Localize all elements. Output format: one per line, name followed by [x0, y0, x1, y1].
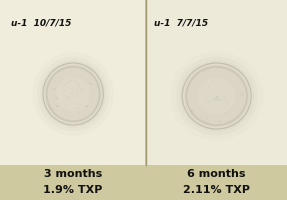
Ellipse shape	[67, 81, 70, 83]
Ellipse shape	[216, 96, 218, 98]
Ellipse shape	[215, 97, 218, 99]
Ellipse shape	[212, 98, 216, 101]
Ellipse shape	[217, 82, 219, 83]
Ellipse shape	[212, 80, 214, 82]
Ellipse shape	[66, 105, 68, 106]
Text: 3 months: 3 months	[44, 169, 102, 179]
Ellipse shape	[76, 107, 78, 109]
Ellipse shape	[57, 77, 90, 111]
Ellipse shape	[208, 86, 209, 87]
Ellipse shape	[75, 95, 77, 97]
Bar	[0, 0, 145, 165]
Ellipse shape	[238, 108, 240, 109]
Ellipse shape	[79, 104, 82, 106]
Ellipse shape	[208, 100, 211, 102]
Text: 6 months: 6 months	[187, 169, 246, 179]
Bar	[0, 165, 287, 200]
Ellipse shape	[217, 97, 218, 98]
Ellipse shape	[78, 113, 79, 114]
Ellipse shape	[78, 86, 80, 87]
Ellipse shape	[78, 83, 80, 85]
Ellipse shape	[211, 97, 212, 98]
Ellipse shape	[175, 56, 258, 136]
Ellipse shape	[53, 88, 55, 90]
Ellipse shape	[224, 97, 226, 98]
Ellipse shape	[219, 121, 222, 122]
Ellipse shape	[206, 97, 209, 99]
Ellipse shape	[70, 79, 73, 81]
Ellipse shape	[226, 100, 228, 102]
Ellipse shape	[90, 99, 92, 100]
Ellipse shape	[179, 60, 254, 132]
Ellipse shape	[52, 109, 53, 110]
Ellipse shape	[63, 84, 65, 85]
Ellipse shape	[184, 65, 249, 127]
Ellipse shape	[71, 92, 73, 93]
Ellipse shape	[56, 97, 59, 99]
Ellipse shape	[76, 88, 79, 90]
Ellipse shape	[219, 79, 220, 80]
Ellipse shape	[220, 85, 222, 87]
Ellipse shape	[241, 93, 244, 96]
Ellipse shape	[205, 117, 208, 119]
Ellipse shape	[81, 75, 83, 76]
Ellipse shape	[216, 99, 219, 101]
Ellipse shape	[66, 96, 69, 99]
Ellipse shape	[41, 61, 106, 127]
Ellipse shape	[91, 83, 93, 85]
Ellipse shape	[80, 89, 84, 91]
Ellipse shape	[44, 65, 102, 123]
Ellipse shape	[37, 57, 109, 131]
Ellipse shape	[218, 99, 221, 101]
Text: 1.9% TXP: 1.9% TXP	[44, 185, 103, 195]
Text: 2.11% TXP: 2.11% TXP	[183, 185, 250, 195]
Bar	[146, 0, 287, 165]
Ellipse shape	[190, 110, 194, 112]
Ellipse shape	[63, 90, 65, 92]
Text: u-1  10/7/15: u-1 10/7/15	[11, 18, 72, 27]
Ellipse shape	[86, 105, 89, 107]
Ellipse shape	[95, 87, 97, 88]
Ellipse shape	[212, 107, 213, 108]
Text: u-1  7/7/15: u-1 7/7/15	[154, 18, 208, 27]
Ellipse shape	[220, 94, 222, 95]
Ellipse shape	[198, 78, 236, 114]
Ellipse shape	[88, 82, 90, 84]
Ellipse shape	[56, 105, 59, 107]
Ellipse shape	[224, 112, 226, 114]
Ellipse shape	[73, 102, 75, 104]
Ellipse shape	[221, 98, 223, 100]
